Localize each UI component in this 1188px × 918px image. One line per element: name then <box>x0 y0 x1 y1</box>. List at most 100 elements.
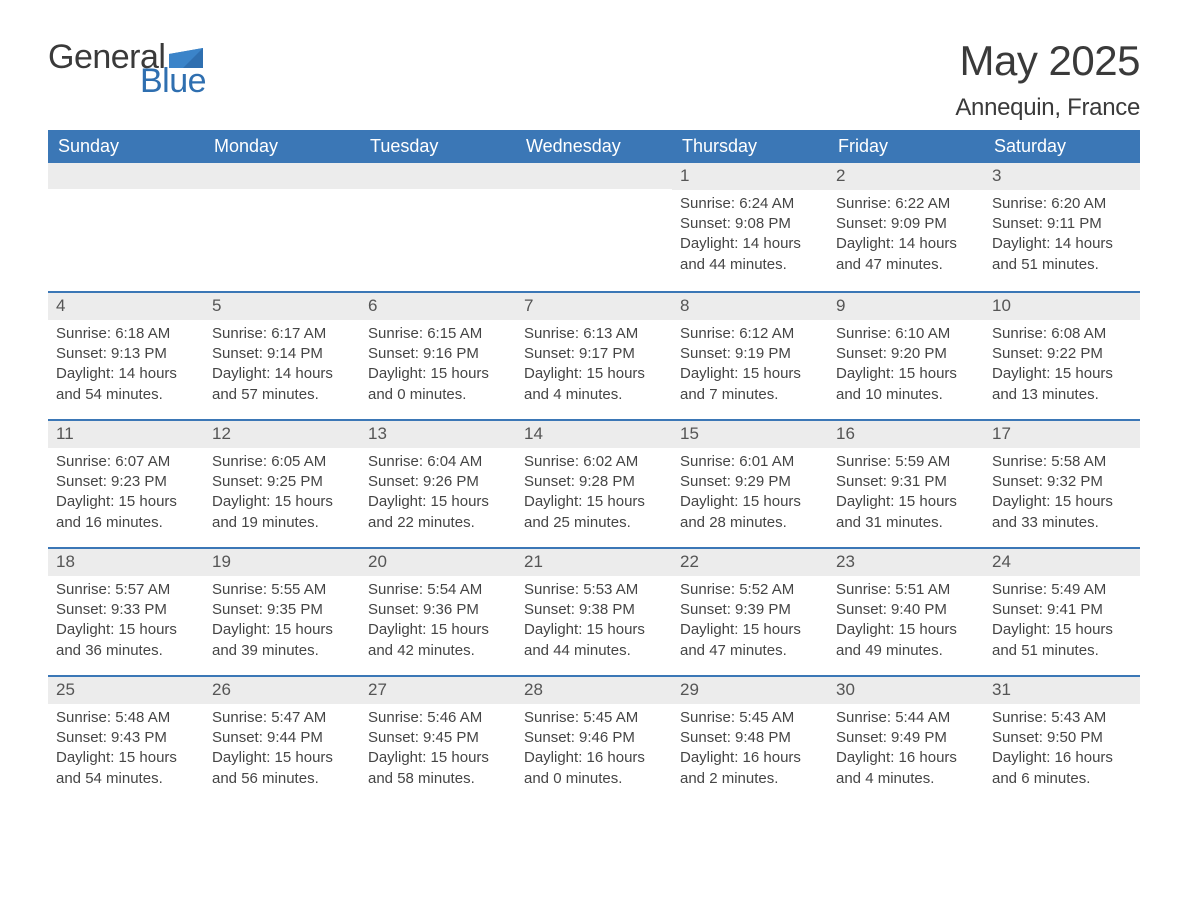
day-cell: 24Sunrise: 5:49 AMSunset: 9:41 PMDayligh… <box>984 549 1140 675</box>
sunrise-line: Sunrise: 5:44 AM <box>836 708 976 728</box>
sunset-line: Sunset: 9:32 PM <box>992 472 1132 492</box>
day-cell: 28Sunrise: 5:45 AMSunset: 9:46 PMDayligh… <box>516 677 672 803</box>
day-cell: 25Sunrise: 5:48 AMSunset: 9:43 PMDayligh… <box>48 677 204 803</box>
day-cell: 2Sunrise: 6:22 AMSunset: 9:09 PMDaylight… <box>828 163 984 291</box>
sunrise-line: Sunrise: 6:15 AM <box>368 324 508 344</box>
daylight-line: Daylight: 15 hours and 10 minutes. <box>836 364 976 405</box>
sunrise-line: Sunrise: 5:47 AM <box>212 708 352 728</box>
empty-day-bar <box>48 163 204 189</box>
day-number: 11 <box>48 421 204 448</box>
weeks-container: 1Sunrise: 6:24 AMSunset: 9:08 PMDaylight… <box>48 163 1140 803</box>
sunrise-line: Sunrise: 5:58 AM <box>992 452 1132 472</box>
week-row: 1Sunrise: 6:24 AMSunset: 9:08 PMDaylight… <box>48 163 1140 291</box>
day-cell: 22Sunrise: 5:52 AMSunset: 9:39 PMDayligh… <box>672 549 828 675</box>
day-cell: 30Sunrise: 5:44 AMSunset: 9:49 PMDayligh… <box>828 677 984 803</box>
sunrise-line: Sunrise: 5:51 AM <box>836 580 976 600</box>
sunset-line: Sunset: 9:48 PM <box>680 728 820 748</box>
day-number: 28 <box>516 677 672 704</box>
daylight-line: Daylight: 15 hours and 47 minutes. <box>680 620 820 661</box>
day-cell: 21Sunrise: 5:53 AMSunset: 9:38 PMDayligh… <box>516 549 672 675</box>
day-body: Sunrise: 6:24 AMSunset: 9:08 PMDaylight:… <box>672 190 828 283</box>
sunset-line: Sunset: 9:43 PM <box>56 728 196 748</box>
sunset-line: Sunset: 9:26 PM <box>368 472 508 492</box>
sunset-line: Sunset: 9:25 PM <box>212 472 352 492</box>
sunrise-line: Sunrise: 6:24 AM <box>680 194 820 214</box>
sunset-line: Sunset: 9:09 PM <box>836 214 976 234</box>
brand-text-blue: Blue <box>140 64 206 98</box>
day-body: Sunrise: 5:52 AMSunset: 9:39 PMDaylight:… <box>672 576 828 669</box>
day-number: 9 <box>828 293 984 320</box>
day-number: 1 <box>672 163 828 190</box>
day-number: 17 <box>984 421 1140 448</box>
day-cell: 20Sunrise: 5:54 AMSunset: 9:36 PMDayligh… <box>360 549 516 675</box>
day-number: 30 <box>828 677 984 704</box>
daylight-line: Daylight: 14 hours and 57 minutes. <box>212 364 352 405</box>
day-number: 4 <box>48 293 204 320</box>
day-number: 24 <box>984 549 1140 576</box>
sunrise-line: Sunrise: 5:43 AM <box>992 708 1132 728</box>
daylight-line: Daylight: 15 hours and 56 minutes. <box>212 748 352 789</box>
sunrise-line: Sunrise: 6:05 AM <box>212 452 352 472</box>
day-cell: 23Sunrise: 5:51 AMSunset: 9:40 PMDayligh… <box>828 549 984 675</box>
day-body: Sunrise: 6:02 AMSunset: 9:28 PMDaylight:… <box>516 448 672 541</box>
week-row: 11 Sunrise: 6:07 AMSunset: 9:23 PM Dayligh… <box>48 419 1140 547</box>
day-cell: 8Sunrise: 6:12 AMSunset: 9:19 PMDaylight… <box>672 293 828 419</box>
day-number: 16 <box>828 421 984 448</box>
day-number: 20 <box>360 549 516 576</box>
empty-day-bar <box>516 163 672 189</box>
sunrise-line: Sunrise: 6:07 AM <box>56 452 196 472</box>
day-body: Sunrise: 6:08 AMSunset: 9:22 PMDaylight:… <box>984 320 1140 413</box>
daylight-line: Daylight: 15 hours and 36 minutes. <box>56 620 196 661</box>
weekday-header: Saturday <box>984 130 1140 163</box>
sunrise-line: Sunrise: 5:59 AM <box>836 452 976 472</box>
sunset-line: Sunset: 9:41 PM <box>992 600 1132 620</box>
sunset-line: Sunset: 9:49 PM <box>836 728 976 748</box>
weekday-header: Sunday <box>48 130 204 163</box>
location-label: Annequin, France <box>955 94 1140 122</box>
sunrise-line: Sunrise: 6:01 AM <box>680 452 820 472</box>
day-cell: 11Sunrise: 6:07 AMSunset: 9:23 PMDayligh… <box>48 421 204 547</box>
day-body: Sunrise: 6:18 AMSunset: 9:13 PMDaylight:… <box>48 320 204 413</box>
day-body: Sunrise: 5:51 AMSunset: 9:40 PMDaylight:… <box>828 576 984 669</box>
day-body: Sunrise: 5:47 AMSunset: 9:44 PMDaylight:… <box>204 704 360 797</box>
day-body: Sunrise: 5:48 AMSunset: 9:43 PMDaylight:… <box>48 704 204 797</box>
sunrise-line: Sunrise: 6:22 AM <box>836 194 976 214</box>
sunset-line: Sunset: 9:29 PM <box>680 472 820 492</box>
day-cell <box>204 163 360 291</box>
sunset-line: Sunset: 9:23 PM <box>56 472 196 492</box>
day-body: Sunrise: 6:20 AMSunset: 9:11 PMDaylight:… <box>984 190 1140 283</box>
day-cell <box>516 163 672 291</box>
page-title: May 2025 <box>955 40 1140 82</box>
empty-day-bar <box>360 163 516 189</box>
weekday-header: Tuesday <box>360 130 516 163</box>
sunrise-line: Sunrise: 6:08 AM <box>992 324 1132 344</box>
daylight-line: Daylight: 15 hours and 51 minutes. <box>992 620 1132 661</box>
day-cell: 10Sunrise: 6:08 AMSunset: 9:22 PMDayligh… <box>984 293 1140 419</box>
day-number: 22 <box>672 549 828 576</box>
weekday-header: Thursday <box>672 130 828 163</box>
day-cell: 9Sunrise: 6:10 AMSunset: 9:20 PMDaylight… <box>828 293 984 419</box>
daylight-line: Daylight: 15 hours and 19 minutes. <box>212 492 352 533</box>
day-number: 18 <box>48 549 204 576</box>
sunrise-line: Sunrise: 5:45 AM <box>524 708 664 728</box>
daylight-line: Daylight: 14 hours and 44 minutes. <box>680 234 820 275</box>
sunrise-line: Sunrise: 6:02 AM <box>524 452 664 472</box>
sunrise-line: Sunrise: 6:18 AM <box>56 324 196 344</box>
day-body: Sunrise: 6:10 AMSunset: 9:20 PMDaylight:… <box>828 320 984 413</box>
day-number: 3 <box>984 163 1140 190</box>
day-cell: 13Sunrise: 6:04 AMSunset: 9:26 PMDayligh… <box>360 421 516 547</box>
day-body: Sunrise: 5:44 AMSunset: 9:49 PMDaylight:… <box>828 704 984 797</box>
daylight-line: Daylight: 15 hours and 54 minutes. <box>56 748 196 789</box>
day-number: 27 <box>360 677 516 704</box>
daylight-line: Daylight: 15 hours and 7 minutes. <box>680 364 820 405</box>
daylight-line: Daylight: 15 hours and 0 minutes. <box>368 364 508 405</box>
daylight-line: Daylight: 15 hours and 25 minutes. <box>524 492 664 533</box>
day-number: 25 <box>48 677 204 704</box>
day-body: Sunrise: 6:12 AMSunset: 9:19 PMDaylight:… <box>672 320 828 413</box>
day-body: Sunrise: 5:46 AMSunset: 9:45 PMDaylight:… <box>360 704 516 797</box>
day-cell: 18Sunrise: 5:57 AMSunset: 9:33 PMDayligh… <box>48 549 204 675</box>
day-number: 10 <box>984 293 1140 320</box>
daylight-line: Daylight: 16 hours and 0 minutes. <box>524 748 664 789</box>
sunset-line: Sunset: 9:35 PM <box>212 600 352 620</box>
day-cell: 12Sunrise: 6:05 AMSunset: 9:25 PMDayligh… <box>204 421 360 547</box>
